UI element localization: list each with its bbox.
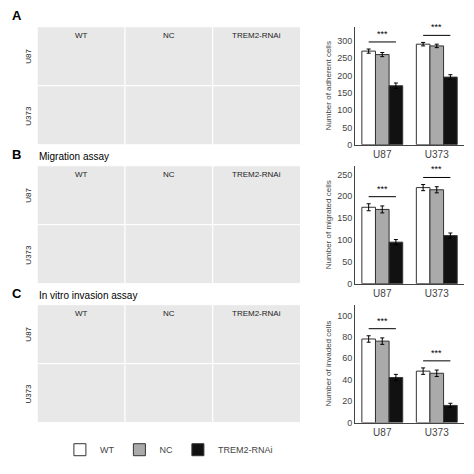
svg-text:WT: WT: [100, 445, 114, 455]
svg-text:C: C: [12, 286, 22, 301]
svg-text:A: A: [12, 8, 22, 23]
svg-text:50: 50: [342, 257, 352, 267]
svg-text:150: 150: [337, 88, 352, 98]
svg-text:20: 20: [342, 396, 352, 406]
svg-text:U373: U373: [24, 245, 33, 265]
svg-text:***: ***: [377, 29, 388, 39]
svg-text:***: ***: [431, 164, 442, 174]
svg-text:TREM2-RNAi: TREM2-RNAi: [218, 445, 273, 455]
svg-text:U87: U87: [373, 288, 392, 299]
svg-text:U373: U373: [425, 149, 449, 160]
svg-text:U87: U87: [24, 49, 33, 64]
svg-text:200: 200: [337, 191, 352, 201]
svg-text:150: 150: [337, 213, 352, 223]
svg-text:In vitro invasion assay: In vitro invasion assay: [39, 290, 137, 301]
svg-text:TREM2-RNAi: TREM2-RNAi: [232, 31, 281, 40]
svg-text:U373: U373: [24, 106, 33, 126]
svg-text:NC: NC: [163, 309, 175, 318]
svg-text:300: 300: [337, 36, 352, 46]
svg-text:NC: NC: [163, 170, 175, 179]
svg-text:TREM2-RNAi: TREM2-RNAi: [232, 309, 281, 318]
svg-text:WT: WT: [75, 309, 88, 318]
svg-text:***: ***: [377, 316, 388, 326]
svg-text:Number of adherent cells: Number of adherent cells: [324, 41, 333, 130]
svg-text:0: 0: [347, 279, 352, 289]
svg-text:***: ***: [431, 348, 442, 358]
svg-text:***: ***: [377, 184, 388, 194]
svg-text:60: 60: [342, 353, 352, 363]
svg-text:U87: U87: [373, 149, 392, 160]
svg-text:0: 0: [347, 140, 352, 150]
svg-text:0: 0: [347, 418, 352, 428]
svg-text:100: 100: [337, 235, 352, 245]
svg-text:Number of migrated cells: Number of migrated cells: [324, 180, 333, 269]
svg-text:NC: NC: [159, 445, 172, 455]
svg-text:NC: NC: [163, 31, 175, 40]
svg-text:U373: U373: [425, 288, 449, 299]
svg-text:***: ***: [431, 22, 442, 32]
svg-text:U373: U373: [24, 384, 33, 404]
svg-text:TREM2-RNAi: TREM2-RNAi: [232, 170, 281, 179]
svg-text:U373: U373: [425, 427, 449, 438]
svg-text:Migration assay: Migration assay: [39, 151, 109, 162]
svg-text:50: 50: [342, 123, 352, 133]
svg-text:80: 80: [342, 332, 352, 342]
svg-text:250: 250: [337, 170, 352, 180]
svg-text:U87: U87: [373, 427, 392, 438]
svg-text:100: 100: [337, 105, 352, 115]
svg-text:WT: WT: [75, 31, 88, 40]
svg-text:U87: U87: [24, 326, 33, 341]
svg-text:B: B: [12, 147, 21, 162]
svg-text:WT: WT: [75, 170, 88, 179]
svg-text:40: 40: [342, 375, 352, 385]
svg-text:100: 100: [337, 311, 352, 321]
svg-text:200: 200: [337, 71, 352, 81]
svg-text:Number of invaded cells: Number of invaded cells: [324, 321, 333, 407]
svg-text:250: 250: [337, 53, 352, 63]
svg-text:U87: U87: [24, 187, 33, 202]
